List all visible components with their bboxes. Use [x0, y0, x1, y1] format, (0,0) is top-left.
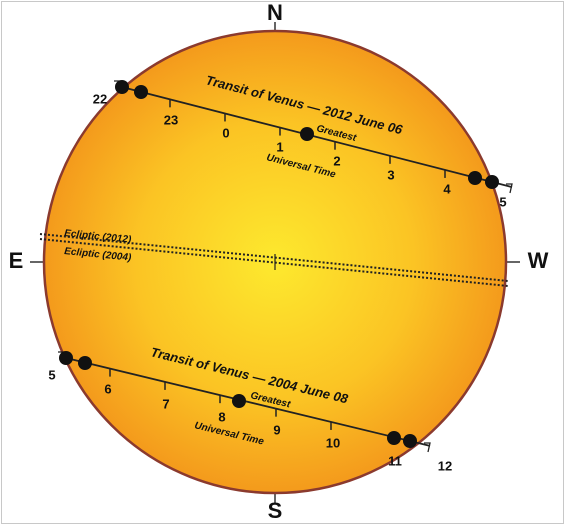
- venus-disk: [468, 171, 482, 185]
- hour-label: 11: [388, 453, 402, 468]
- venus-disk: [387, 431, 401, 445]
- venus-disk: [403, 434, 417, 448]
- hour-label: 4: [443, 181, 451, 196]
- contact-mark: [506, 183, 513, 194]
- hour-label: 22: [93, 91, 107, 106]
- compass-label: N: [267, 0, 283, 25]
- hour-label: 6: [104, 381, 111, 396]
- hour-label: 0: [222, 125, 229, 140]
- hour-label: 23: [164, 112, 178, 127]
- venus-disk: [300, 127, 314, 141]
- compass-label: S: [268, 498, 283, 523]
- transit-path: [117, 85, 513, 189]
- venus-disk: [78, 356, 92, 370]
- venus-disk: [59, 351, 73, 365]
- hour-label: 12: [438, 458, 452, 473]
- hour-label: 10: [326, 435, 340, 450]
- hour-label: 9: [273, 422, 280, 437]
- compass-label: E: [9, 248, 24, 273]
- hour-label: 5: [499, 194, 506, 209]
- hour-label: 3: [387, 167, 394, 182]
- venus-disk: [485, 175, 499, 189]
- venus-disk: [115, 80, 129, 94]
- hour-label: 5: [48, 367, 55, 382]
- hour-label: 7: [162, 396, 169, 411]
- transit-path: [61, 356, 431, 447]
- hour-label: 2: [333, 153, 340, 168]
- venus-disk: [134, 85, 148, 99]
- hour-label: 8: [218, 409, 225, 424]
- hour-label: 1: [276, 139, 283, 154]
- compass-label: W: [528, 248, 549, 273]
- venus-disk: [232, 394, 246, 408]
- contact-mark: [424, 442, 431, 453]
